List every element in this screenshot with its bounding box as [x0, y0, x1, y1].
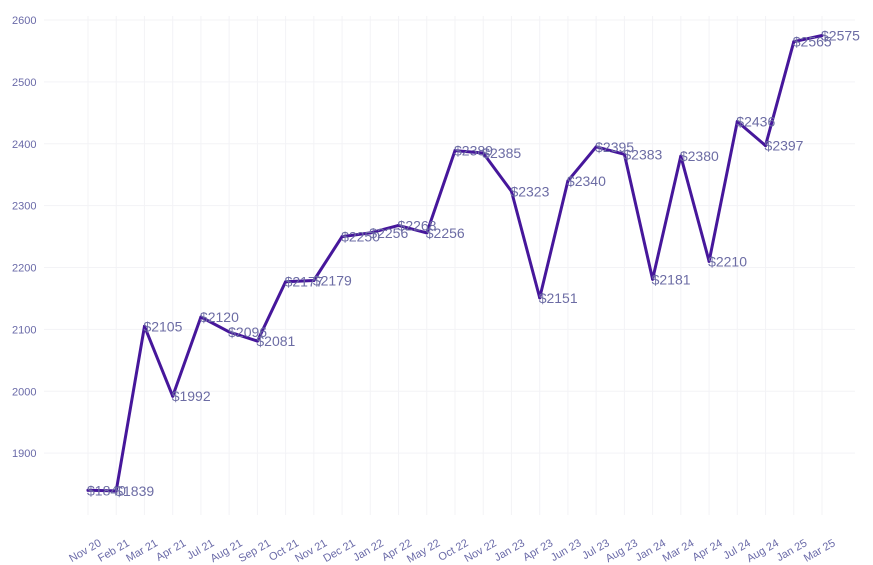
data-point-13	[453, 149, 457, 153]
data-label-8: $2179	[313, 272, 352, 288]
data-label-14: $2385	[482, 145, 521, 161]
data-label-17: $2340	[567, 173, 606, 189]
data-label-6: $2081	[256, 333, 295, 349]
x-tick-label-21: Mar 24	[661, 537, 697, 565]
x-tick-label-3: Apr 21	[154, 537, 188, 564]
data-point-16	[538, 296, 542, 300]
x-tick-label-24: Aug 24	[745, 537, 781, 565]
data-label-10: $2256	[369, 225, 408, 241]
data-label-22: $2210	[708, 253, 747, 269]
series-lines	[86, 33, 824, 493]
data-label-15: $2323	[510, 183, 549, 199]
data-label-12: $2256	[426, 225, 465, 241]
y-tick-label-5: 2400	[12, 139, 36, 151]
y-tick-label-4: 2300	[12, 201, 36, 213]
data-label-0: $1840	[87, 482, 126, 498]
data-point-21	[679, 154, 683, 158]
data-label-3: $1992	[172, 388, 211, 404]
data-point-19	[622, 152, 626, 156]
data-labels: $1840$1839 $2105 $1992 $2120$2096$2081 $2177…	[87, 27, 860, 498]
y-axis-ticks: 1900 2000 2100 2200 2300 2400 2500 2600	[12, 15, 36, 460]
data-point-11	[397, 223, 401, 227]
x-tick-label-16: Apr 23	[521, 537, 555, 564]
data-label-4: $2120	[200, 309, 239, 325]
data-label-2: $2105	[143, 318, 182, 334]
data-point-5	[227, 330, 231, 334]
data-point-26	[820, 33, 824, 37]
data-label-26: $2575	[821, 27, 860, 43]
data-point-18	[594, 145, 598, 149]
data-label-13: $2389	[454, 143, 493, 159]
x-tick-label-12: May 22	[405, 537, 442, 565]
x-tick-label-2: Mar 21	[124, 537, 160, 565]
grid-lines	[44, 16, 855, 515]
x-tick-label-26: Mar 25	[802, 537, 838, 565]
data-label-18: $2395	[595, 139, 634, 155]
data-label-21: $2380	[680, 148, 719, 164]
data-point-12	[425, 231, 429, 235]
data-point-22	[707, 259, 711, 263]
x-tick-label-1: Feb 21	[96, 537, 132, 565]
x-tick-label-9: Dec 21	[321, 537, 357, 565]
data-label-9: $2250	[341, 229, 380, 245]
y-tick-label-2: 2100	[12, 324, 36, 336]
data-label-5: $2096	[228, 324, 267, 340]
data-point-9	[340, 235, 344, 239]
data-point-14	[481, 151, 485, 155]
data-point-8	[312, 278, 316, 282]
data-point-4	[199, 315, 203, 319]
data-label-19: $2383	[623, 146, 662, 162]
data-point-7	[284, 280, 288, 284]
x-tick-label-17: Jun 23	[549, 537, 584, 564]
data-point-0	[86, 488, 90, 492]
data-label-11: $2268	[398, 217, 437, 233]
data-point-23	[735, 119, 739, 123]
data-point-2	[142, 324, 146, 328]
data-label-20: $2181	[652, 271, 691, 287]
x-tick-label-10: Jan 22	[351, 537, 386, 564]
y-tick-label-7: 2600	[12, 15, 36, 27]
data-label-25: $2565	[793, 34, 832, 50]
x-tick-label-14: Nov 22	[463, 537, 499, 565]
data-point-10	[368, 231, 372, 235]
data-point-24	[764, 144, 768, 148]
data-label-23: $2436	[736, 113, 775, 129]
data-label-1: $1839	[115, 483, 154, 499]
y-tick-label-6: 2500	[12, 77, 36, 89]
data-point-1	[114, 489, 118, 493]
y-tick-label-3: 2200	[12, 263, 36, 275]
data-point-15	[509, 189, 513, 193]
x-tick-label-22: Apr 24	[690, 537, 724, 564]
x-tick-label-19: Aug 23	[604, 537, 640, 565]
data-label-24: $2397	[765, 138, 804, 154]
x-tick-label-15: Jan 23	[492, 537, 527, 564]
data-point-17	[566, 179, 570, 183]
data-point-3	[171, 394, 175, 398]
x-tick-label-0: Nov 20	[67, 537, 103, 565]
y-tick-label-1: 2000	[12, 386, 36, 398]
data-point-6	[255, 339, 259, 343]
data-label-16: $2151	[539, 290, 578, 306]
y-tick-label-0: 1900	[12, 448, 36, 460]
x-tick-label-6: Sep 21	[237, 537, 273, 565]
data-point-20	[651, 277, 655, 281]
data-label-7: $2177	[285, 274, 324, 290]
data-point-25	[792, 40, 796, 44]
